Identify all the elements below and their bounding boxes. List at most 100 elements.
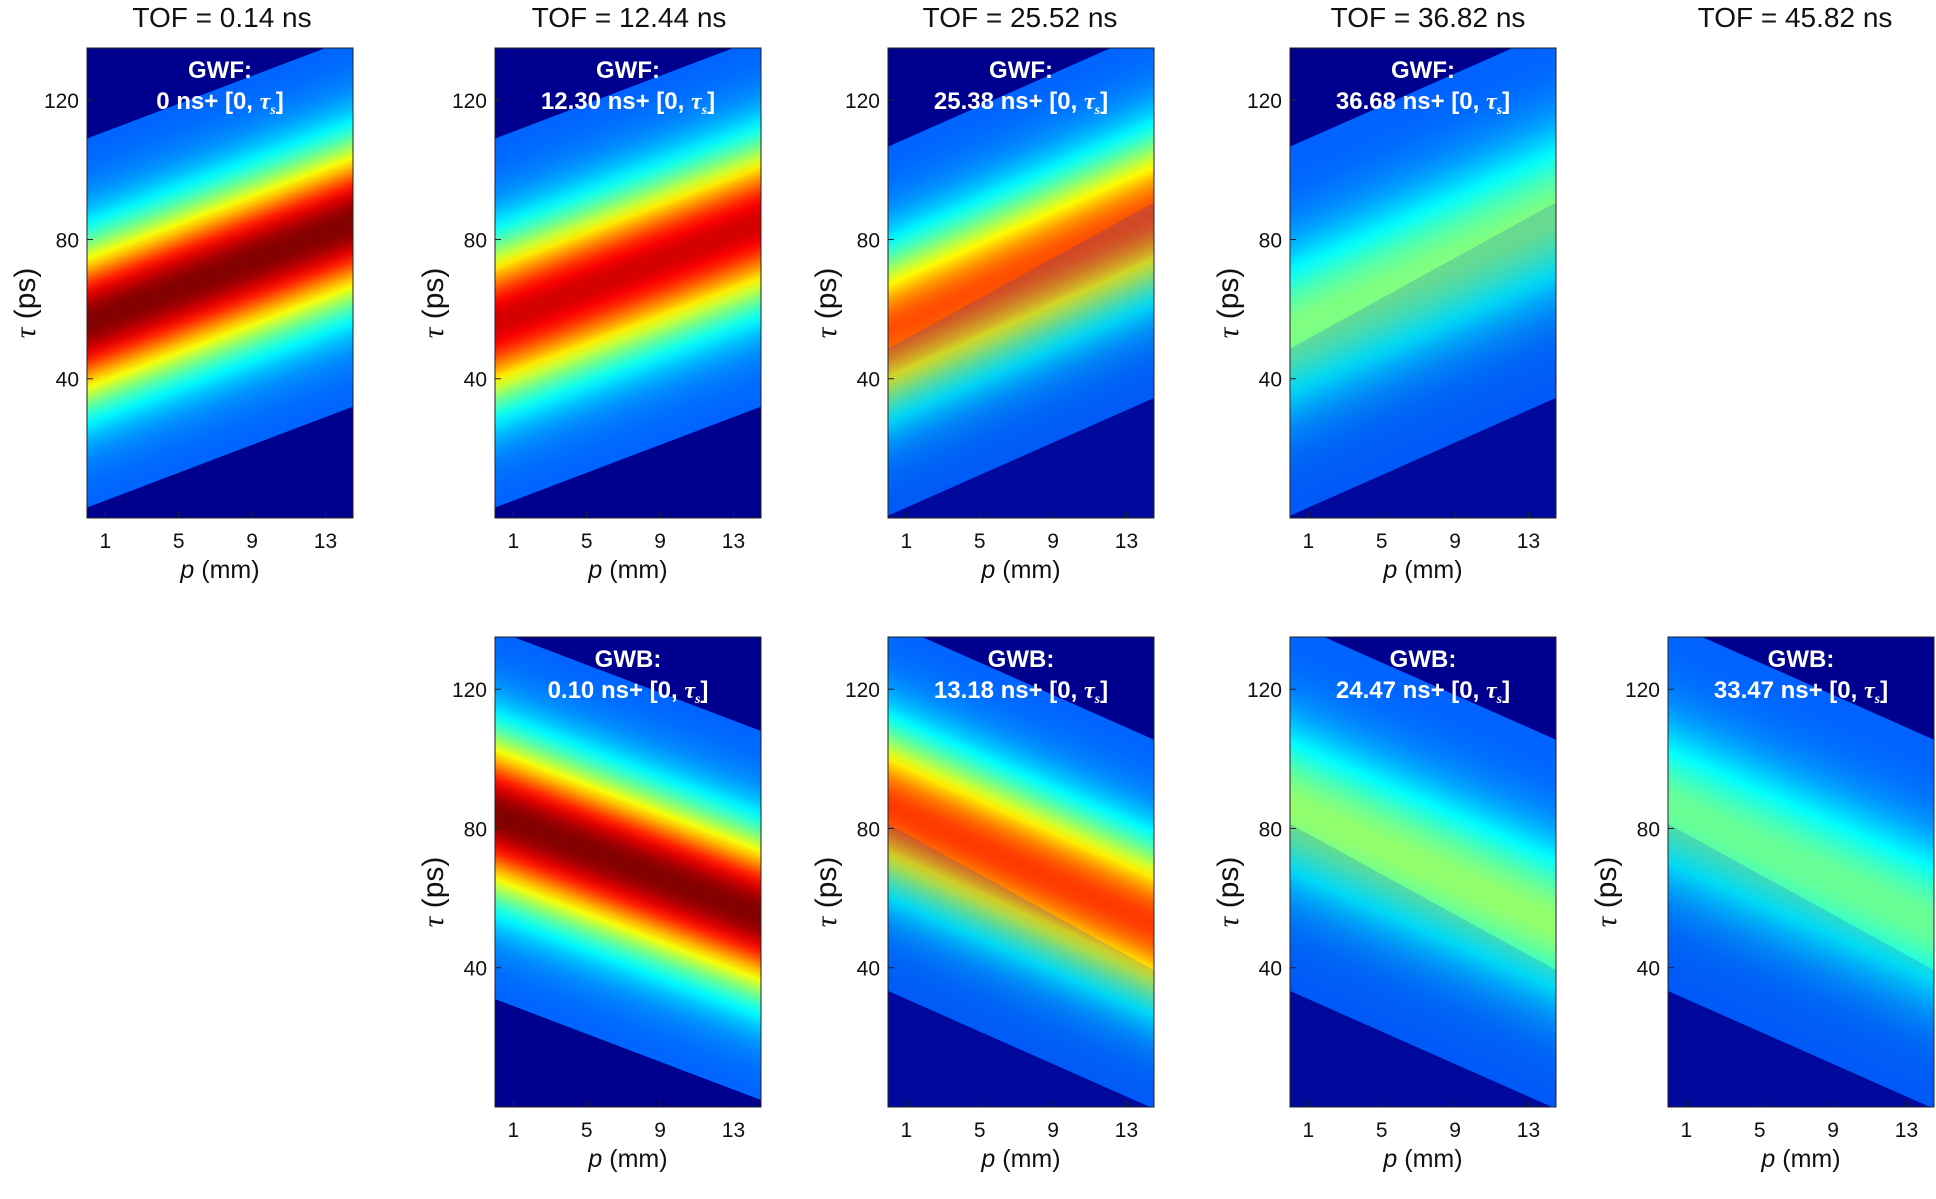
y-tick-label: 120	[845, 90, 880, 113]
x-tick-label: 5	[1754, 1119, 1766, 1142]
y-tick-label: 120	[1625, 679, 1660, 702]
signal-band	[495, 637, 761, 1101]
plot-frame	[1289, 47, 1557, 519]
y-tick-label: 120	[845, 679, 880, 702]
y-tick-label: 80	[857, 818, 880, 841]
signal-band	[1290, 637, 1556, 1107]
column-title: TOF = 45.82 ns	[1698, 2, 1893, 33]
signal-band	[888, 637, 1154, 1107]
y-tick-label: 40	[857, 369, 880, 392]
y-axis-label: τ (ps)	[1590, 857, 1623, 928]
column-title: TOF = 12.44 ns	[532, 2, 727, 33]
panel-label-line1: GWB:	[595, 646, 662, 673]
signal-band	[888, 48, 1154, 516]
x-tick-label: 5	[173, 530, 185, 553]
panel-label-line1: GWF:	[989, 57, 1053, 84]
plot-frame	[494, 47, 762, 519]
x-tick-label: 5	[1376, 1119, 1388, 1142]
x-tick-label: 13	[1115, 1119, 1138, 1142]
y-axis-label: τ (ps)	[417, 857, 450, 928]
reflection-region	[1290, 823, 1556, 1107]
heatmap-panel: GWF: 12.30 ns+ [0, τs] 1 5 9 13 40 80 120 p (mm) τ…	[417, 47, 762, 584]
x-tick-label: 9	[654, 1119, 666, 1142]
x-tick-label: 9	[1827, 1119, 1839, 1142]
x-axis-label: p (mm)	[179, 556, 259, 584]
x-tick-label: 5	[974, 1119, 986, 1142]
panel-label-line1: GWF:	[1391, 57, 1455, 84]
y-tick-label: 120	[1247, 90, 1282, 113]
x-axis-label: p (mm)	[1760, 1145, 1840, 1173]
x-tick-label: 13	[1517, 530, 1540, 553]
x-axis-label: p (mm)	[980, 1145, 1060, 1173]
signal-band	[1668, 637, 1934, 1107]
x-tick-label: 1	[901, 1119, 913, 1142]
y-tick-label: 80	[1259, 229, 1282, 252]
y-tick-label: 40	[56, 369, 79, 392]
heatmap-panel: GWB: 24.47 ns+ [0, τs] 1 5 9 13 40 80 120 p (mm) τ…	[1212, 636, 1557, 1173]
x-tick-label: 13	[314, 530, 337, 553]
heatmap-panel: GWF: 36.68 ns+ [0, τs] 1 5 9 13 40 80 120 p (mm) τ…	[1212, 47, 1557, 584]
y-axis-label: τ (ps)	[9, 268, 42, 339]
panel-label-line2: 13.18 ns+ [0, τs]	[934, 677, 1108, 707]
x-tick-label: 13	[722, 530, 745, 553]
x-axis-label: p (mm)	[587, 556, 667, 584]
panel-label-line2: 33.47 ns+ [0, τs]	[1714, 677, 1888, 707]
x-tick-label: 1	[901, 530, 913, 553]
panel-label-line2: 0 ns+ [0, τs]	[156, 88, 284, 118]
y-tick-label: 80	[464, 818, 487, 841]
y-tick-label: 120	[44, 90, 79, 113]
y-axis-label: τ (ps)	[1212, 268, 1245, 339]
x-tick-label: 5	[974, 530, 986, 553]
panel-label-line2: 12.30 ns+ [0, τs]	[541, 88, 715, 118]
plot-frame	[1289, 636, 1557, 1108]
x-tick-label: 9	[1047, 1119, 1059, 1142]
signal-band	[87, 48, 353, 508]
x-axis-label: p (mm)	[1382, 1145, 1462, 1173]
y-tick-label: 40	[1259, 369, 1282, 392]
panel-label-line1: GWB:	[1390, 646, 1457, 673]
x-tick-label: 1	[1303, 1119, 1315, 1142]
panel-label-line2: 0.10 ns+ [0, τs]	[548, 677, 709, 707]
panel-label-line1: GWF:	[188, 57, 252, 84]
reflection-region	[1290, 202, 1556, 518]
plot-frame	[1667, 636, 1935, 1108]
heatmap-panel: GWB: 13.18 ns+ [0, τs] 1 5 9 13 40 80 120 p (mm) τ…	[810, 636, 1155, 1173]
reflection-region	[888, 823, 1154, 1107]
y-axis-label: τ (ps)	[810, 268, 843, 339]
x-tick-label: 1	[508, 530, 520, 553]
y-axis-label: τ (ps)	[810, 857, 843, 928]
heatmap-panel: GWF: 25.38 ns+ [0, τs] 1 5 9 13 40 80 120 p (mm) τ…	[810, 47, 1155, 584]
y-tick-label: 80	[56, 229, 79, 252]
reflection-region	[1668, 823, 1934, 1107]
x-tick-label: 1	[508, 1119, 520, 1142]
heatmap-panel: GWB: 0.10 ns+ [0, τs] 1 5 9 13 40 80 120 p (mm) τ …	[417, 636, 762, 1173]
y-tick-label: 40	[464, 958, 487, 981]
y-tick-label: 80	[857, 229, 880, 252]
panel-label-line2: 36.68 ns+ [0, τs]	[1336, 88, 1510, 118]
x-tick-label: 13	[1895, 1119, 1918, 1142]
panel-label-line1: GWB:	[988, 646, 1055, 673]
x-tick-label: 9	[1449, 530, 1461, 553]
heatmap-panel: GWB: 33.47 ns+ [0, τs] 1 5 9 13 40 80 120 p (mm) τ…	[1590, 636, 1935, 1173]
column-title: TOF = 25.52 ns	[923, 2, 1118, 33]
column-title: TOF = 36.82 ns	[1331, 2, 1526, 33]
panel-label-line2: 25.38 ns+ [0, τs]	[934, 88, 1108, 118]
x-axis-label: p (mm)	[587, 1145, 667, 1173]
x-tick-label: 1	[1303, 530, 1315, 553]
signal-band	[495, 48, 761, 508]
y-tick-label: 80	[1637, 818, 1660, 841]
x-tick-label: 5	[1376, 530, 1388, 553]
y-tick-label: 80	[1259, 818, 1282, 841]
x-axis-label: p (mm)	[1382, 556, 1462, 584]
y-tick-label: 40	[1259, 958, 1282, 981]
x-tick-label: 5	[581, 530, 593, 553]
signal-band	[1290, 48, 1556, 516]
y-tick-label: 120	[1247, 679, 1282, 702]
column-title: TOF = 0.14 ns	[132, 2, 311, 33]
y-axis-label: τ (ps)	[417, 268, 450, 339]
x-tick-label: 9	[1449, 1119, 1461, 1142]
x-tick-label: 9	[1047, 530, 1059, 553]
x-tick-label: 9	[246, 530, 258, 553]
x-tick-label: 9	[654, 530, 666, 553]
